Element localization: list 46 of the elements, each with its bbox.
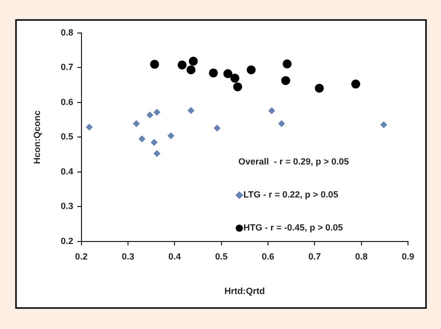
y-tick-label: 0.5	[60, 132, 74, 142]
point	[150, 138, 158, 146]
legend-label: LTG - r = 0.22, p > 0.05	[243, 190, 338, 200]
point	[268, 107, 276, 114]
point	[278, 120, 286, 128]
y-tick-label: 0.8	[60, 27, 74, 38]
point	[282, 59, 292, 68]
point	[187, 106, 194, 114]
point	[281, 76, 290, 86]
x-tick-label: 0.3	[122, 251, 134, 262]
x-tick-label: 0.4	[168, 251, 181, 262]
point	[86, 124, 93, 131]
x-tick-label: 0.6	[262, 251, 274, 262]
x-axis-title: Hrtd:Qrtd	[224, 286, 265, 296]
y-tick-label: 0.7	[60, 62, 74, 72]
legend-label: HTG - r = -0.45, p > 0.05	[243, 222, 343, 233]
point	[167, 132, 174, 140]
point	[314, 84, 324, 93]
y-tick-label: 0.6	[60, 96, 74, 107]
point	[138, 135, 146, 142]
x-tick-label: 0.9	[402, 251, 414, 262]
x-tick-label: 0.8	[355, 251, 368, 262]
x-tick-label: 0.2	[75, 251, 88, 262]
y-tick-label: 0.2	[60, 236, 74, 246]
point	[380, 121, 388, 128]
point	[208, 68, 218, 78]
point	[188, 56, 198, 66]
point	[132, 120, 140, 128]
x-tick-label: 0.7	[308, 251, 321, 262]
y-tick-label: 0.4	[60, 166, 74, 176]
point	[153, 108, 160, 116]
y-axis-title: Hcon:Qconc	[32, 110, 42, 164]
point	[214, 124, 221, 132]
point	[233, 82, 242, 92]
point	[186, 65, 196, 74]
point	[178, 60, 187, 70]
point	[146, 111, 154, 118]
annotation: Overall - r = 0.29, p > 0.05	[238, 156, 349, 167]
point	[223, 69, 232, 78]
point	[230, 74, 240, 83]
point	[150, 60, 160, 69]
x-tick-label: 0.5	[215, 251, 228, 262]
y-tick-label: 0.3	[60, 201, 74, 212]
point	[153, 150, 160, 158]
point	[351, 80, 360, 89]
point	[246, 65, 256, 74]
